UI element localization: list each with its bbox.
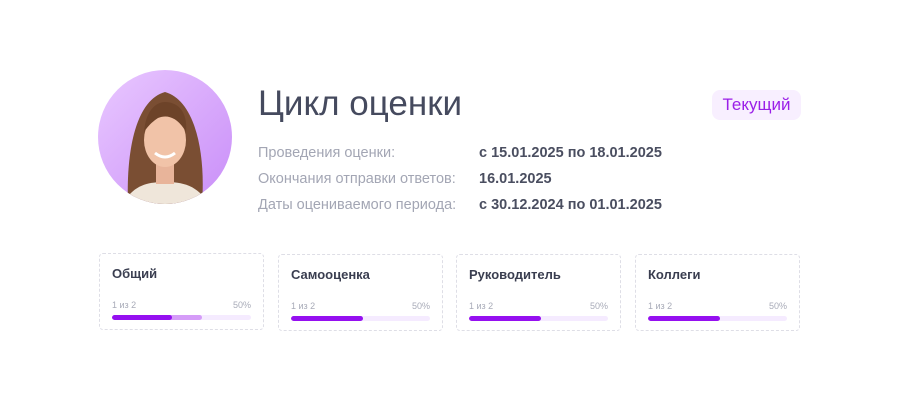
card-count: 1 из 2 [648, 301, 673, 311]
progress-bar [291, 316, 430, 321]
progress-fill [112, 315, 172, 320]
card-title: Коллеги [648, 267, 701, 282]
progress-card-manager[interactable]: Руководитель 1 из 2 50% [456, 254, 621, 331]
card-count: 1 из 2 [469, 301, 494, 311]
card-percent: 50% [768, 301, 787, 311]
detail-value: с 30.12.2024 по 01.01.2025 [479, 197, 662, 213]
page-title: Цикл оценки [258, 84, 463, 123]
progress-card-self[interactable]: Самооценка 1 из 2 50% [278, 254, 443, 331]
detail-label: Проведения оценки: [258, 145, 396, 161]
progress-card-general[interactable]: Общий 1 из 2 50% [99, 253, 264, 330]
detail-value: 16.01.2025 [479, 171, 552, 187]
card-percent: 50% [232, 300, 251, 310]
progress-card-colleagues[interactable]: Коллеги 1 из 2 50% [635, 254, 800, 331]
card-title: Общий [112, 266, 158, 281]
card-title: Руководитель [469, 267, 561, 282]
progress-bar [648, 316, 787, 321]
person-photo-icon [123, 92, 208, 204]
progress-bar [469, 316, 608, 321]
detail-value: с 15.01.2025 по 18.01.2025 [479, 145, 662, 161]
detail-label: Окончания отправки ответов: [258, 171, 456, 187]
card-percent: 50% [411, 301, 430, 311]
progress-bar [112, 315, 251, 320]
status-badge: Текущий [712, 90, 801, 120]
detail-label: Даты оцениваемого периода: [258, 197, 457, 213]
avatar [98, 70, 232, 204]
card-count: 1 из 2 [112, 300, 137, 310]
card-percent: 50% [589, 301, 608, 311]
progress-fill [648, 316, 721, 321]
card-count: 1 из 2 [291, 301, 316, 311]
card-title: Самооценка [291, 267, 370, 282]
progress-fill [469, 316, 542, 321]
progress-fill [291, 316, 364, 321]
